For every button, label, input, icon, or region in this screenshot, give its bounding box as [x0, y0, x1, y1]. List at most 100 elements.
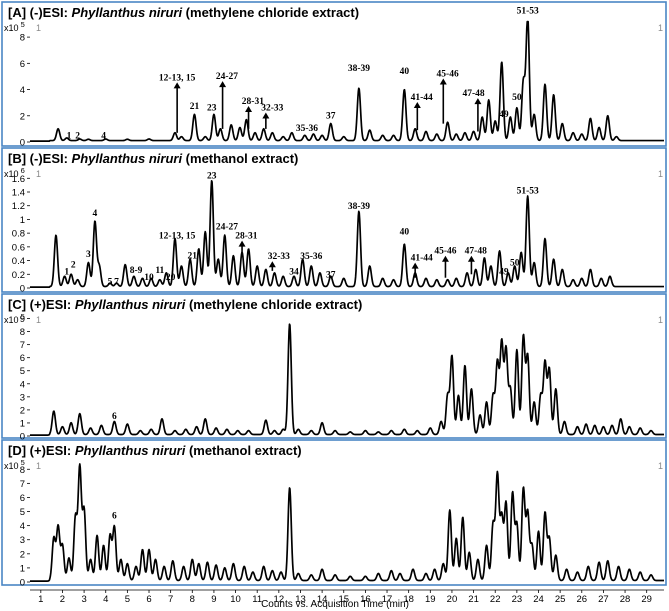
corner-marker-right: 1: [658, 169, 663, 179]
y-tick-label: 3: [20, 535, 25, 546]
peak-arrow-head: [268, 261, 276, 268]
peak-arrow-head: [467, 255, 475, 262]
peak-label: 12-13, 15: [159, 73, 196, 83]
panel-title-species: Phyllanthus niruri: [72, 151, 183, 166]
x-tick-label: 23: [512, 594, 523, 605]
x-tick-label: 27: [598, 594, 609, 605]
peak-label: 4: [101, 132, 106, 142]
x-tick-label: 22: [490, 594, 501, 605]
y-tick-label: 3: [20, 392, 25, 403]
peak-arrow-head: [173, 82, 181, 89]
y-tick-label: 4: [20, 379, 25, 390]
corner-marker-right: 1: [658, 23, 663, 33]
peak-label: 28-31: [242, 97, 264, 107]
corner-marker-left: 1: [36, 23, 41, 33]
peak-label: 45-46: [434, 247, 456, 257]
y-tick-label: 8: [20, 465, 25, 476]
panel-title-extract: (methanol extract): [185, 443, 301, 458]
y-tick-label: 8: [20, 327, 25, 338]
chromatogram-trace: [29, 20, 665, 142]
x-tick-label: 28: [620, 594, 631, 605]
y-tick-label: 9: [20, 314, 25, 325]
x-tick-label: 1: [38, 594, 43, 605]
x-tick-label: 18: [403, 594, 414, 605]
panel-border: [1, 1, 667, 147]
y-tick-label: 5: [20, 366, 25, 377]
peak-arrow-head: [245, 105, 253, 112]
peak-arrow-head: [262, 112, 270, 119]
y-tick-label: 1: [20, 215, 25, 226]
peak-label: 1: [64, 267, 69, 277]
peak-label: 6: [112, 512, 117, 522]
peak-label: 24-27: [216, 223, 238, 233]
peak-label: 23: [207, 104, 217, 114]
panel-border: [1, 439, 667, 586]
x-tick-label: 14: [317, 594, 328, 605]
x-tick-label: 8: [190, 594, 195, 605]
peak-arrow-head: [439, 78, 447, 85]
peak-arrow-head: [474, 98, 482, 105]
y-tick-label: 4: [20, 85, 25, 96]
y-multiplier-exponent: 5: [19, 458, 25, 467]
x-tick-label: 20: [447, 594, 458, 605]
x-tick-label: 10: [230, 594, 241, 605]
y-tick-label: 0.6: [12, 242, 25, 253]
peak-label: 35-36: [296, 124, 318, 134]
chromatogram-trace: [29, 323, 665, 436]
peak-label: 2: [75, 132, 80, 142]
y-tick-label: 2: [20, 111, 25, 122]
y-tick-label: 7: [20, 340, 25, 351]
corner-marker-left: 1: [36, 461, 41, 471]
peak-label: 7: [114, 278, 119, 288]
peak-label: 10: [144, 273, 154, 283]
x-tick-label: 26: [576, 594, 587, 605]
y-tick-label: 0: [20, 432, 25, 443]
x-tick-label: 4: [103, 594, 108, 605]
x-tick-label: 24: [533, 594, 544, 605]
x-tick-label: 16: [360, 594, 371, 605]
peak-label: 11: [155, 266, 164, 276]
peak-label: 38-39: [348, 64, 370, 74]
peak-label: 23: [207, 171, 217, 181]
y-tick-label: 7: [20, 479, 25, 490]
peak-label: 40: [400, 67, 410, 77]
y-tick-label: 1: [20, 563, 25, 574]
x-tick-label: 25: [555, 594, 566, 605]
peak-label: 50: [510, 258, 520, 268]
panel-title-extract: (methylene chloride extract): [182, 5, 359, 20]
y-tick-label: 1.4: [12, 188, 25, 199]
y-tick-label: 4: [20, 521, 25, 532]
y-multiplier-base: x10: [4, 169, 19, 179]
peak-label: 40: [400, 228, 410, 238]
y-multiplier-exponent: 6: [19, 166, 25, 175]
panel-title-prefix: [C] (+)ESI:: [8, 297, 75, 312]
peak-label: 45-46: [437, 69, 459, 79]
panel-title: [B] (-)ESI: Phyllanthus niruri (methanol…: [8, 151, 298, 166]
chromatogram-trace: [29, 463, 665, 582]
x-tick-label: 11: [252, 594, 262, 605]
corner-marker-right: 1: [658, 461, 663, 471]
peak-label: 50: [512, 93, 522, 103]
panel-title: [A] (-)ESI: Phyllanthus niruri (methylen…: [8, 5, 359, 20]
panel-border: [1, 293, 667, 439]
peak-label: 24-27: [216, 72, 238, 82]
y-multiplier-base: x10: [4, 315, 19, 325]
peak-label: 49: [499, 267, 509, 277]
x-tick-label: 5: [125, 594, 130, 605]
peak-label: 5: [108, 278, 113, 288]
peak-label: 20: [166, 273, 176, 283]
peak-label: 32-33: [261, 104, 283, 114]
panel-title-prefix: [D] (+)ESI:: [8, 443, 75, 458]
y-multiplier-base: x10: [4, 461, 19, 471]
peak-label: 2: [71, 260, 76, 270]
corner-marker-left: 1: [36, 315, 41, 325]
y-multiplier: x10 5: [4, 312, 25, 325]
peak-label: 1: [67, 132, 72, 142]
peak-label: 47-48: [462, 89, 484, 99]
peak-label: 38-39: [348, 202, 370, 212]
y-tick-label: 0.8: [12, 229, 25, 240]
y-tick-label: 6: [20, 59, 25, 70]
y-tick-label: 1.2: [12, 201, 25, 212]
peak-label: 47-48: [465, 247, 487, 257]
peak-label: 4: [93, 209, 98, 219]
